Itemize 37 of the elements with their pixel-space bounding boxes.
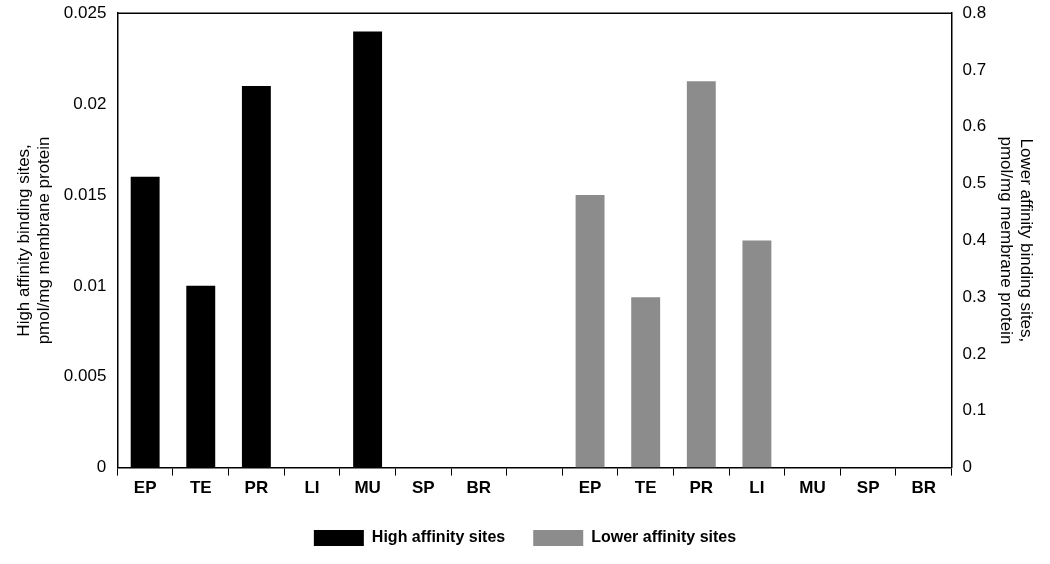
y-tick-label: 0.015	[63, 184, 107, 204]
y-tick-label: 0	[96, 457, 107, 477]
x-tick-label: PR	[244, 478, 269, 498]
x-tick-label: LI	[749, 478, 765, 498]
bar	[575, 194, 605, 468]
y-tick-label: 0.005	[63, 366, 107, 386]
x-tick-label: LI	[304, 478, 320, 498]
y2-tick-label: 0.7	[962, 59, 987, 79]
y2-tick-label: 0.2	[962, 343, 987, 363]
y-tick-label: 0.025	[63, 2, 107, 22]
x-tick-label: BR	[911, 478, 937, 498]
y2-tick-label: 0.4	[962, 230, 987, 250]
x-tick-label: PR	[689, 478, 714, 498]
x-tick-label: SP	[411, 478, 435, 498]
x-tick-label: MU	[799, 478, 826, 498]
x-tick-label: TE	[189, 478, 212, 498]
bar	[686, 81, 716, 468]
legend-label: High affinity sites	[371, 528, 506, 546]
x-tick-label: MU	[354, 478, 381, 498]
x-tick-label: EP	[578, 478, 602, 498]
y2-tick-label: 0.1	[962, 400, 987, 420]
x-tick-label: TE	[634, 478, 657, 498]
y2-tick-label: 0.3	[962, 286, 987, 306]
y-tick-label: 0.02	[73, 93, 107, 113]
y2-tick-label: 0.8	[962, 2, 987, 22]
y2-tick-label: 0	[962, 457, 973, 477]
y2-axis-title: Lower affinity binding sites, pmol/mg membrane protein	[996, 136, 1037, 345]
bar	[742, 240, 772, 468]
y-axis-title: High affinity binding sites, pmol/mg membrane protein	[13, 136, 54, 345]
y2-tick-label: 0.6	[962, 116, 987, 136]
bar	[631, 297, 661, 468]
x-tick-label: SP	[856, 478, 880, 498]
y2-tick-label: 0.5	[962, 173, 987, 193]
x-tick-label: EP	[133, 478, 157, 498]
legend-label: Lower affinity sites	[591, 528, 737, 546]
y-tick-label: 0.01	[73, 275, 107, 295]
x-tick-label: BR	[466, 478, 492, 498]
